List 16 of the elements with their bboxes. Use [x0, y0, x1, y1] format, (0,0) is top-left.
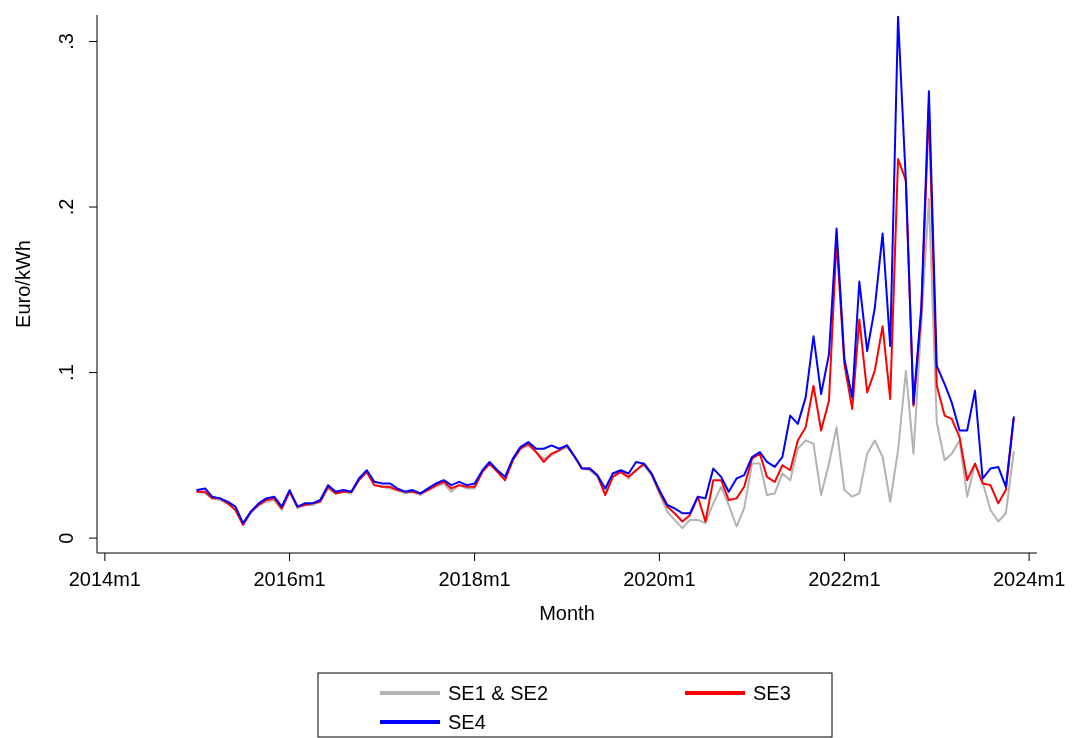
x-axis-title: Month [539, 602, 595, 624]
legend-label: SE4 [448, 711, 486, 733]
y-tick-label: .3 [55, 33, 77, 50]
y-tick-label: .1 [55, 364, 77, 381]
x-tick-label: 2014m1 [68, 568, 141, 590]
x-tick-label: 2018m1 [438, 568, 511, 590]
y-tick-label: 0 [55, 532, 77, 544]
x-tick-label: 2024m1 [993, 568, 1066, 590]
x-tick-label: 2020m1 [623, 568, 696, 590]
y-axis-title: Euro/kWh [12, 240, 34, 328]
legend-label: SE3 [753, 682, 791, 704]
legend-label: SE1 & SE2 [448, 682, 549, 704]
line-series [196, 15, 1015, 525]
y-tick-label: .2 [55, 198, 77, 216]
x-tick-label: 2022m1 [808, 568, 881, 590]
x-tick-label: 2016m1 [253, 568, 326, 590]
